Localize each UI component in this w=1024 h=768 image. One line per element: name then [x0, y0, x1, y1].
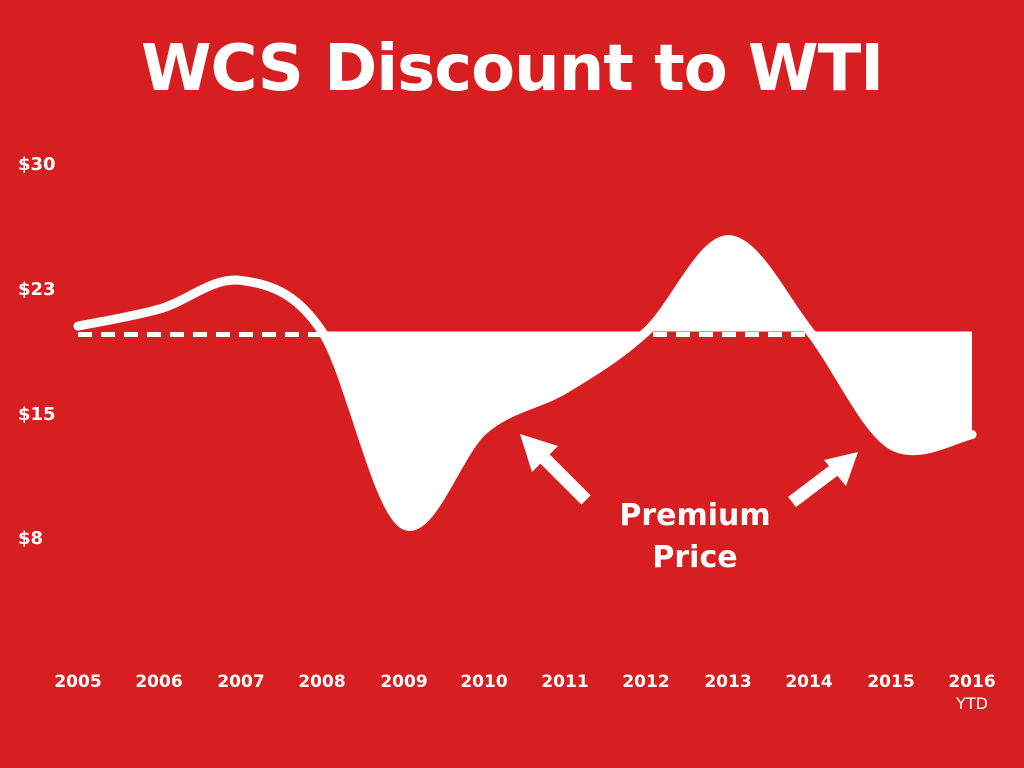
x-tick-sublabel: YTD — [956, 694, 988, 713]
annotation-line: Price — [652, 540, 738, 575]
x-tick-label: 2007 — [217, 672, 265, 692]
x-tick-label: 2016 — [948, 672, 996, 692]
x-tick-label: 2006 — [135, 672, 183, 692]
y-tick-label: $15 — [18, 404, 56, 425]
x-tick-label: 2008 — [298, 672, 346, 692]
chart-title: WCS Discount to WTI — [140, 32, 884, 106]
x-tick-label: 2013 — [704, 672, 752, 692]
x-tick-label: 2012 — [622, 672, 670, 692]
premium-price-annotation: Premium Price — [600, 495, 790, 579]
series-line — [73, 235, 977, 531]
discount-fill-area — [321, 239, 972, 527]
x-tick-label: 2011 — [541, 672, 589, 692]
y-tick-label: $23 — [18, 279, 56, 300]
x-tick-label: 2010 — [460, 672, 508, 692]
x-tick-label: 2014 — [785, 672, 833, 692]
arrow-icon — [788, 452, 858, 508]
x-tick-label: 2005 — [54, 672, 102, 692]
y-tick-label: $8 — [18, 528, 44, 549]
annotation-line: Premium — [619, 498, 771, 533]
x-tick-label: 2009 — [380, 672, 428, 692]
arrow-icon — [520, 434, 591, 505]
y-tick-label: $30 — [18, 154, 56, 175]
x-tick-label: 2015 — [867, 672, 915, 692]
